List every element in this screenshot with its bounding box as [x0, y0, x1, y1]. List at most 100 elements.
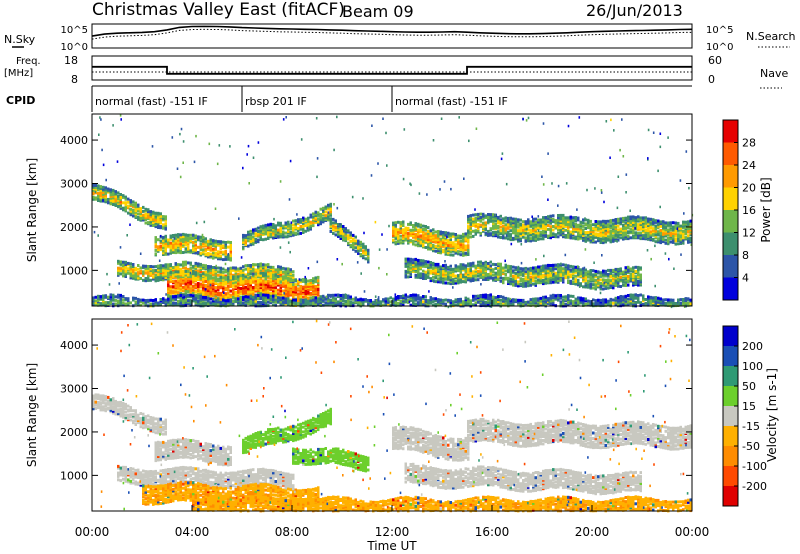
power-cell — [142, 216, 145, 220]
power-cell — [182, 238, 185, 242]
power-cell — [152, 299, 155, 302]
power-cell — [469, 299, 472, 303]
power-cell — [589, 236, 592, 240]
power-cell — [232, 291, 235, 295]
power-cell — [92, 185, 95, 189]
power-cell — [242, 279, 245, 282]
power-cell — [197, 235, 200, 239]
power-cell — [197, 296, 200, 300]
power-cell — [229, 254, 232, 258]
power-cell — [139, 303, 142, 307]
power-cell — [619, 222, 622, 226]
power-cell — [427, 240, 430, 244]
power-cell — [104, 294, 107, 298]
power-cell — [227, 297, 230, 301]
power-cell — [654, 229, 657, 233]
power-cell — [269, 270, 272, 274]
power-cell — [257, 270, 260, 274]
power-cell — [109, 190, 112, 194]
power-cell — [637, 273, 640, 277]
power-cell — [294, 298, 297, 302]
power-cell — [269, 226, 272, 230]
power-cell — [667, 239, 670, 242]
power-cell — [424, 265, 427, 268]
power-cell — [222, 270, 225, 274]
power-cell — [99, 302, 102, 306]
power-cell — [142, 213, 145, 217]
power-cell — [484, 278, 487, 281]
power-cell — [404, 259, 407, 263]
power-cell — [432, 247, 435, 250]
power-cell — [407, 226, 410, 230]
power-cell — [184, 295, 187, 298]
power-cell — [607, 274, 610, 278]
power-cell — [177, 233, 180, 237]
power-cell — [482, 229, 485, 233]
power-cell — [429, 246, 432, 250]
power-cell — [399, 224, 402, 228]
power-cell — [184, 250, 187, 254]
power-cell — [122, 271, 125, 275]
power-cell — [169, 286, 172, 290]
power-cell — [602, 241, 605, 245]
power-cell — [624, 218, 627, 222]
power-cell — [482, 227, 485, 230]
power-cell — [289, 277, 292, 281]
power-cell — [212, 281, 215, 285]
power-cell — [424, 227, 427, 231]
power-cell — [627, 276, 630, 280]
power-cell — [252, 279, 255, 283]
power-cell — [412, 261, 415, 265]
power-cell — [304, 290, 307, 294]
power-cell — [459, 239, 462, 243]
power-cell — [217, 293, 220, 297]
power-cell — [454, 234, 457, 238]
power-cell — [112, 298, 115, 302]
power-cell — [154, 279, 157, 283]
power-cell — [259, 300, 262, 304]
power-cell — [519, 225, 522, 229]
power-cell — [509, 281, 512, 285]
power-cell — [202, 288, 205, 292]
power-cell — [154, 301, 157, 305]
power-cell — [417, 301, 420, 305]
power-cell — [169, 290, 172, 294]
power-cell — [122, 265, 125, 269]
power-cell — [252, 289, 255, 293]
power-cell — [547, 234, 550, 238]
power-cell — [622, 280, 625, 284]
power-cell — [274, 234, 277, 238]
power-cell — [397, 231, 400, 235]
power-cell — [112, 302, 115, 306]
power-cell — [422, 295, 425, 298]
power-cell — [659, 224, 662, 228]
power-cell — [299, 231, 302, 235]
power-cell — [327, 207, 330, 211]
power-cell — [272, 289, 275, 293]
power-cell — [317, 291, 320, 295]
power-cell — [119, 203, 122, 207]
power-cell — [532, 217, 535, 221]
power-cell — [467, 274, 470, 278]
power-cell — [534, 276, 537, 280]
power-cell — [652, 223, 655, 227]
power-cell — [592, 239, 595, 242]
power-cell — [679, 231, 682, 235]
power-cell — [419, 301, 422, 305]
power-cell — [467, 267, 470, 271]
power-cell — [127, 204, 130, 208]
power-cell — [167, 274, 170, 277]
power-cell — [174, 301, 177, 305]
power-cell — [509, 238, 512, 242]
power-cell — [122, 208, 125, 212]
power-cell — [292, 298, 295, 302]
power-cell — [404, 264, 407, 268]
power-cell — [442, 298, 445, 302]
power-cell — [397, 301, 400, 305]
power-cell — [274, 272, 277, 275]
power-cell — [304, 287, 307, 290]
power-cell — [174, 247, 177, 251]
power-cell — [537, 271, 540, 275]
power-cell — [272, 223, 275, 226]
power-cell — [467, 214, 470, 218]
